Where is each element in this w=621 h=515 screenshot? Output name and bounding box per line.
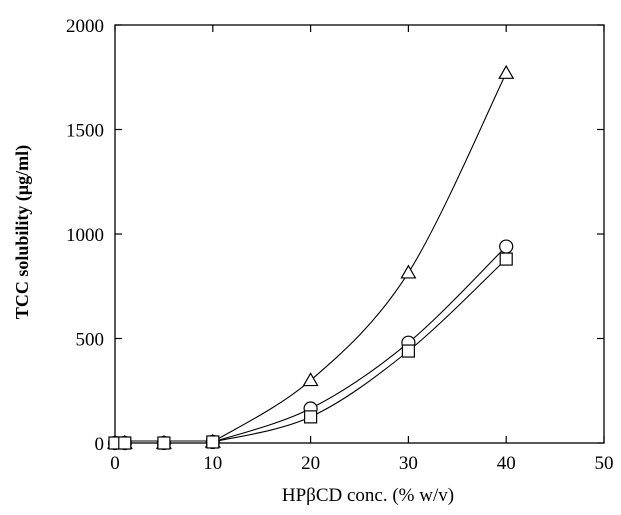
- x-tick-label-50: 50: [595, 453, 614, 474]
- x-tick-label-30: 30: [399, 453, 418, 474]
- triangle-point-40: [498, 64, 515, 79]
- triangle-point-30: [400, 264, 417, 279]
- y-axis-title: TCC solubility (μg/ml): [12, 145, 33, 319]
- triangle-point-20: [302, 372, 319, 387]
- x-axis-title: HPβCD conc. (% w/v): [282, 485, 454, 506]
- circle-point-40: [499, 239, 514, 254]
- y-tick-label-1000: 1000: [66, 225, 104, 246]
- y-tick-label-1500: 1500: [66, 121, 104, 142]
- curve-square: [212, 258, 507, 443]
- fit-curves: [115, 72, 507, 443]
- square-point-5: [157, 436, 171, 450]
- square-point-30: [401, 344, 415, 358]
- x-tick-label-0: 0: [110, 453, 120, 474]
- square-point-40: [499, 252, 513, 266]
- curve-triangle: [212, 72, 507, 443]
- y-tick-label-500: 500: [76, 330, 105, 351]
- square-point-1: [118, 436, 132, 450]
- plot-frame: [114, 24, 605, 444]
- x-tick-label-10: 10: [203, 453, 222, 474]
- x-tick-label-20: 20: [301, 453, 320, 474]
- square-point-20: [304, 410, 318, 424]
- square-point-10: [206, 435, 220, 449]
- x-tick-label-40: 40: [497, 453, 516, 474]
- y-tick-label-0: 0: [95, 434, 105, 455]
- y-tick-label-2000: 2000: [66, 16, 104, 37]
- curve-circle: [212, 246, 507, 443]
- data-markers: [106, 64, 515, 451]
- plot-axes: [114, 24, 605, 444]
